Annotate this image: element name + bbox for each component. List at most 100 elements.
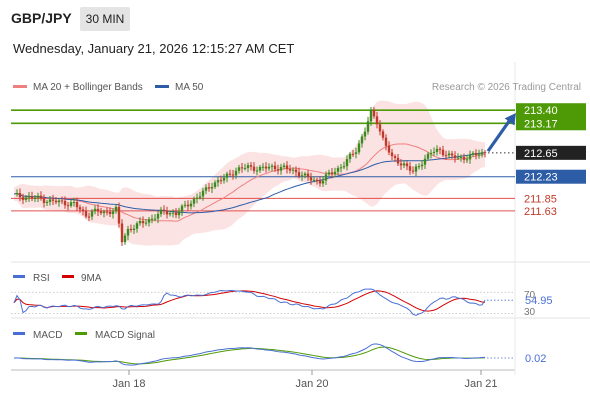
- candle-body: [132, 228, 136, 231]
- candle-body: [45, 202, 49, 204]
- candle-body: [135, 223, 139, 229]
- candle-body: [99, 211, 103, 214]
- candle-body: [42, 198, 46, 203]
- macd-value-label: 0.02: [525, 353, 546, 365]
- legend-macd-signal-label: MACD Signal: [95, 330, 155, 341]
- candle-body: [123, 235, 127, 243]
- price-tag-support: 211.85: [524, 193, 557, 205]
- timeframe-button[interactable]: 30 MIN: [80, 7, 130, 31]
- price-tag-support: 211.63: [524, 206, 557, 218]
- candle-body: [342, 166, 346, 168]
- candle-body: [402, 163, 406, 166]
- rsi-9ma-line: [13, 290, 486, 312]
- candle-body: [84, 210, 88, 217]
- candle-body: [213, 182, 217, 188]
- candle-body: [258, 166, 262, 171]
- macd-signal-line: [13, 346, 486, 365]
- candle-body: [423, 158, 427, 165]
- candle-body: [21, 197, 25, 200]
- candle-body: [57, 200, 61, 203]
- candle-body: [183, 204, 187, 206]
- candle-body: [339, 167, 343, 169]
- legend-ma50-swatch: [155, 85, 169, 88]
- candle-body: [348, 153, 352, 160]
- candle-body: [270, 165, 274, 167]
- rsi-legend: RSI 9MA: [13, 273, 102, 284]
- candle-body: [279, 166, 283, 171]
- research-credit: Research © 2026 Trading Central: [432, 82, 581, 93]
- candle-body: [75, 202, 79, 208]
- candle-body: [225, 173, 229, 178]
- moving-average-layer: [13, 143, 486, 222]
- candle-body: [198, 196, 202, 198]
- chart-header: GBP/JPY 30 MIN: [0, 0, 590, 34]
- candle-body: [243, 168, 247, 170]
- candle-body: [474, 152, 478, 156]
- candle-body: [318, 180, 322, 184]
- candle-body: [195, 197, 199, 199]
- candle-body: [273, 165, 277, 170]
- candle-body: [420, 164, 424, 167]
- candle-body: [30, 196, 34, 199]
- candle-body: [414, 166, 418, 172]
- rsi-level-70-label: 70: [524, 290, 536, 301]
- candle-body: [126, 228, 130, 236]
- candle-body: [144, 222, 148, 224]
- candle-body: [216, 180, 220, 183]
- legend-ma20-label: MA 20 + Bollinger Bands: [33, 82, 143, 93]
- candle-body: [240, 167, 244, 169]
- candle-body: [237, 167, 241, 171]
- candle-body: [312, 179, 316, 181]
- candle-body: [336, 167, 340, 172]
- candle-body: [117, 206, 121, 224]
- candle-body: [69, 202, 73, 206]
- legend-9ma-label: 9MA: [81, 273, 102, 284]
- candle-body: [276, 169, 280, 171]
- candle-body: [90, 211, 94, 217]
- projection-arrow-head: [504, 113, 516, 126]
- candle-body: [330, 172, 334, 174]
- candle-body: [333, 171, 337, 174]
- candle-body: [36, 195, 40, 198]
- candle-body: [426, 153, 430, 159]
- candle-body: [384, 137, 388, 146]
- projection-layer: [486, 113, 516, 154]
- legend-macd-label: MACD: [33, 330, 62, 341]
- candle-body: [66, 205, 70, 207]
- candles-layer: [15, 106, 487, 246]
- candle-body: [210, 187, 214, 189]
- bollinger-band-layer: [14, 100, 485, 246]
- candle-body: [204, 187, 208, 191]
- legend-macd-swatch: [13, 332, 25, 335]
- candle-body: [321, 180, 325, 184]
- candle-body: [147, 219, 151, 223]
- candle-body: [201, 190, 205, 197]
- candle-body: [306, 173, 310, 178]
- candle-body: [261, 166, 265, 168]
- candle-body: [300, 175, 304, 177]
- candle-body: [162, 209, 166, 211]
- candle-body: [174, 212, 178, 216]
- price-tag-resistance: 213.40: [524, 105, 558, 117]
- candle-body: [291, 169, 295, 171]
- candle-body: [180, 205, 184, 212]
- candle-body: [399, 163, 403, 166]
- candle-body: [48, 199, 52, 203]
- candle-body: [285, 165, 289, 170]
- candle-body: [102, 211, 106, 214]
- ma20-line: [13, 143, 486, 222]
- candle-body: [444, 155, 448, 157]
- candle-body: [27, 196, 31, 198]
- candle-body: [54, 200, 58, 203]
- rsi-value-label: 54.95: [525, 295, 553, 307]
- candle-body: [459, 156, 463, 158]
- candle-body: [456, 157, 460, 159]
- candle-body: [267, 166, 271, 169]
- candle-body: [189, 203, 193, 207]
- candle-body: [360, 136, 364, 144]
- legend-ma20-swatch: [13, 85, 27, 88]
- candle-body: [282, 165, 286, 167]
- candle-body: [375, 116, 379, 125]
- candle-body: [408, 166, 412, 171]
